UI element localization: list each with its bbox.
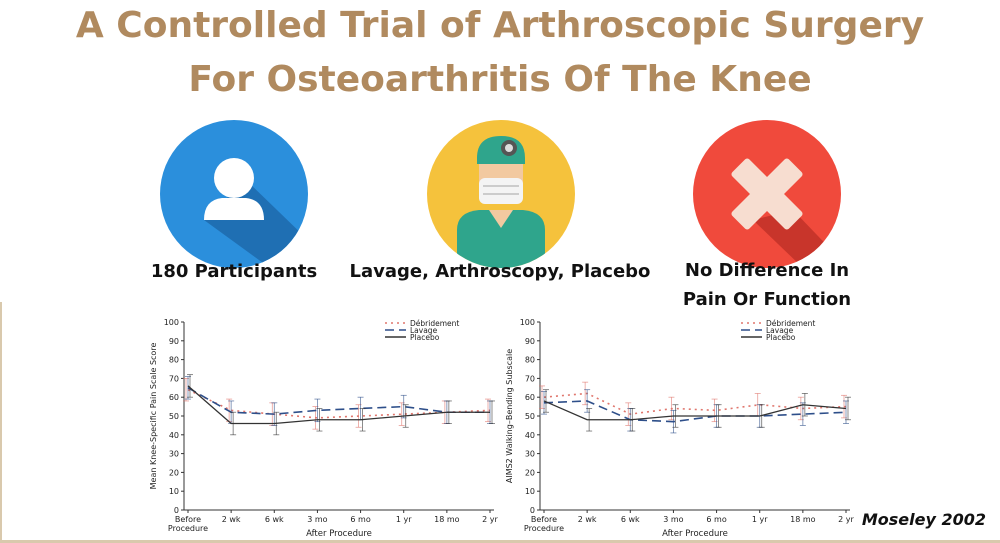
x-tick-label: 2 wk	[222, 515, 241, 524]
y-tick-label: 10	[525, 487, 535, 496]
y-tick-label: 20	[169, 468, 179, 477]
y-tick-label: 80	[169, 356, 179, 365]
y-tick-label: 60	[169, 393, 179, 402]
y-tick-label: 80	[525, 356, 535, 365]
page-subtitle: For Osteoarthritis Of The Knee	[188, 59, 812, 100]
y-tick-label: 70	[169, 374, 179, 383]
y-tick-label: 60	[525, 393, 535, 402]
x-tick-label: 2 yr	[482, 515, 498, 524]
caption-result-line1: No Difference In	[684, 260, 850, 281]
y-tick-label: 40	[525, 431, 535, 440]
x-tick-label: Procedure	[524, 524, 564, 533]
y-tick-label: 10	[169, 487, 179, 496]
x-tick-label: 2 wk	[578, 515, 597, 524]
series-line-dotted	[543, 392, 847, 415]
y-tick-label: 100	[520, 318, 535, 327]
y-tick-label: 50	[525, 412, 535, 421]
series-line-solid	[187, 385, 490, 425]
series-line-dashed	[543, 400, 847, 423]
x-tick-label: Before	[175, 515, 201, 524]
y-axis-label: AIMS2 Walking–Bending Subscale	[505, 349, 514, 483]
caption-result-line2: Pain Or Function	[682, 289, 852, 310]
citation: Moseley 2002	[861, 510, 986, 529]
y-tick-label: 30	[525, 450, 535, 459]
legend-label: Lavage	[766, 326, 794, 335]
x-tick-label: 6 mo	[706, 515, 726, 524]
x-tick-label: 18 mo	[790, 515, 816, 524]
x-tick-label: 6 wk	[265, 515, 284, 524]
legend-label: Placebo	[410, 333, 440, 342]
y-tick-label: 70	[525, 374, 535, 383]
y-tick-label: 100	[164, 318, 179, 327]
x-tick-label: Before	[531, 515, 557, 524]
caption-groups: Lavage, Arthroscopy, Placebo	[349, 261, 651, 282]
y-axis-label: Mean Knee-Specific Pain Scale Score	[149, 343, 158, 490]
caption-result: No Difference In Pain Or Function	[660, 256, 874, 314]
frame-bottom	[0, 540, 1000, 543]
x-tick-label: 2 yr	[838, 515, 854, 524]
y-tick-label: 90	[525, 337, 535, 346]
series-line-dashed	[187, 387, 490, 415]
y-tick-label: 20	[525, 468, 535, 477]
x-tick-label: Procedure	[168, 524, 208, 533]
y-tick-label: 40	[169, 431, 179, 440]
frame-left	[0, 302, 2, 543]
y-tick-label: 0	[530, 506, 535, 515]
caption-participants: 180 Participants	[150, 261, 318, 282]
x-tick-label: 3 mo	[663, 515, 683, 524]
page-title: A Controlled Trial of Arthroscopic Surge…	[75, 5, 925, 46]
y-tick-label: 90	[169, 337, 179, 346]
x-tick-label: 6 mo	[350, 515, 370, 524]
x-tick-label: 18 mo	[434, 515, 460, 524]
x-tick-label: 3 mo	[307, 515, 327, 524]
series-line-dotted	[187, 388, 491, 419]
cross-icon	[693, 120, 841, 268]
y-tick-label: 0	[174, 506, 179, 515]
x-tick-label: 1 yr	[396, 515, 412, 524]
y-tick-label: 30	[169, 450, 179, 459]
legend-label: Lavage	[410, 326, 438, 335]
x-axis-label: After Procedure	[306, 529, 372, 539]
x-tick-label: 6 wk	[621, 515, 640, 524]
user-icon	[160, 120, 308, 268]
legend-label: Débridement	[766, 319, 815, 328]
series-line-solid	[543, 400, 847, 421]
legend-label: Placebo	[766, 333, 796, 342]
legend-label: Débridement	[410, 319, 459, 328]
x-tick-label: 1 yr	[752, 515, 768, 524]
y-tick-label: 50	[169, 412, 179, 421]
surgeon-icon	[427, 120, 575, 268]
x-axis-label: After Procedure	[662, 529, 728, 539]
